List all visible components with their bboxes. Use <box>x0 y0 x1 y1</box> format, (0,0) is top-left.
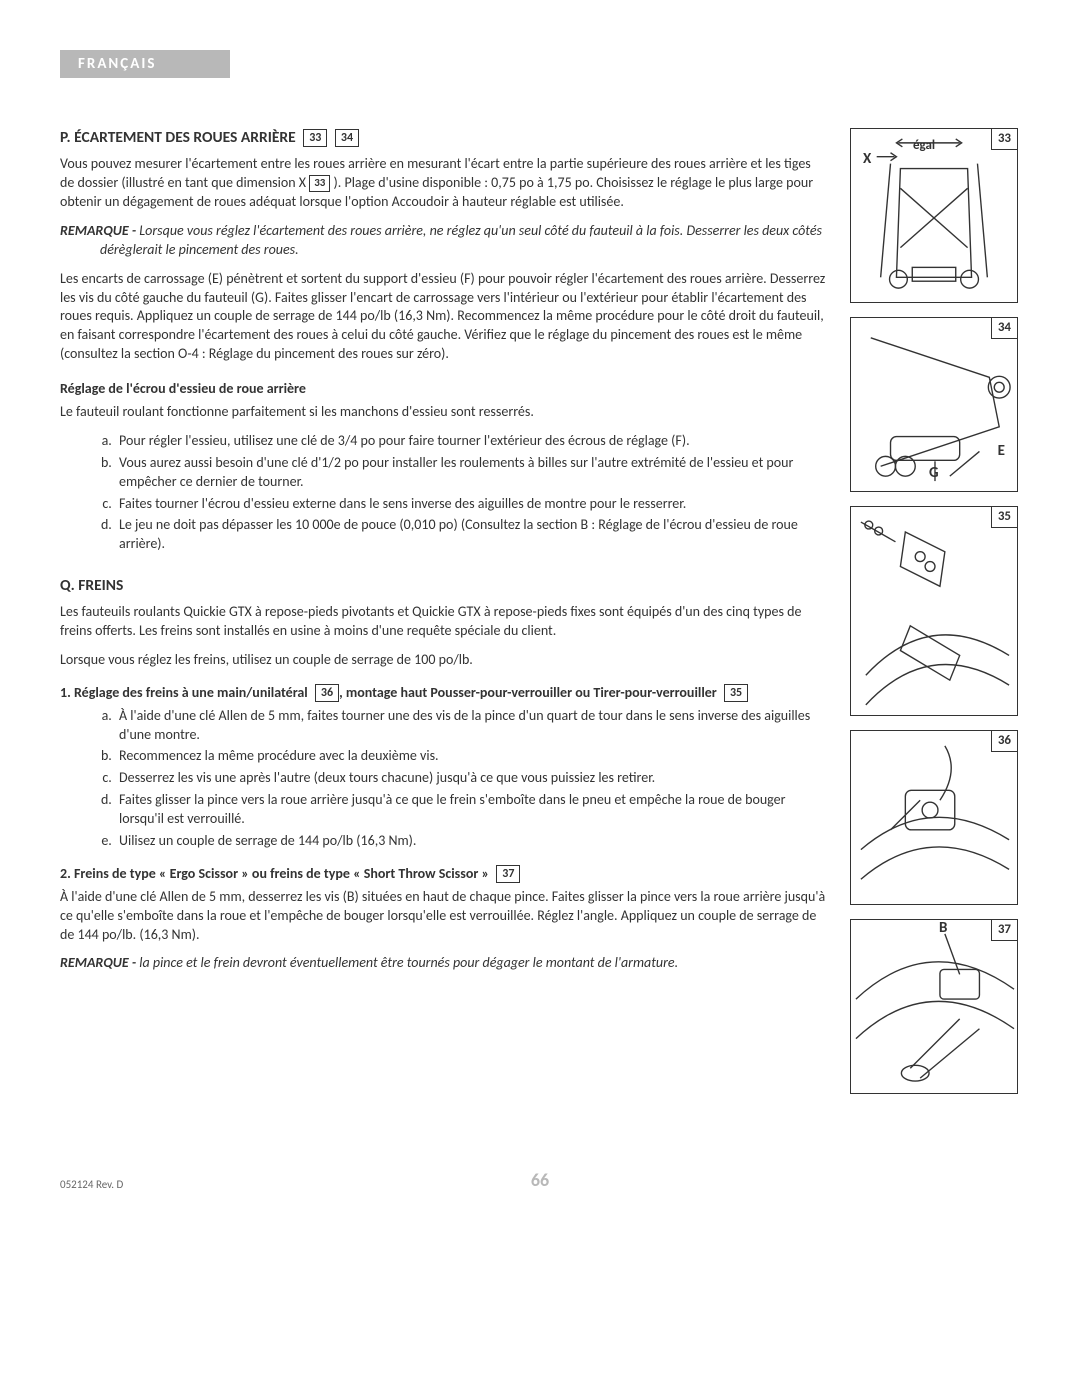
scissor-brake-icon <box>851 920 1017 1093</box>
q-sub1-list: À l'aide d'une clé Allen de 5 mm, faites… <box>60 707 828 851</box>
list-item: Uilisez un couple de serrage de 144 po/l… <box>115 832 828 851</box>
page-footer: 052124 Rev. D 66 <box>60 1168 1020 1192</box>
fig-ref-37-icon: 37 <box>496 865 520 883</box>
sub1-list: Pour régler l'essieu, utilisez une clé d… <box>60 432 828 554</box>
inline-ref-33-icon: 33 <box>309 175 330 192</box>
fig-ref-35-icon: 35 <box>724 684 748 702</box>
fig-ref-34-icon: 34 <box>335 129 359 147</box>
sub1-intro: Le fauteuil roulant fonctionne parfaitem… <box>60 403 828 422</box>
p-para2: Les encarts de carrossage (E) pénètrent … <box>60 270 828 364</box>
list-item: Faites tourner l'écrou d'essieu externe … <box>115 495 828 514</box>
section-q-heading: Q. FREINS <box>60 576 828 597</box>
figure-35: 35 <box>850 506 1018 716</box>
q-para1: Les fauteuils roulants Quickie GTX à rep… <box>60 603 828 641</box>
p-remark1: REMARQUE - Lorsque vous réglez l'écartem… <box>60 222 828 260</box>
list-item: Recommencez la même procédure avec la de… <box>115 747 828 766</box>
main-text-column: P. ÉCARTEMENT DES ROUES ARRIÈRE 33 34 Vo… <box>60 128 828 1108</box>
remark-label: REMARQUE - <box>60 222 139 239</box>
fig-ref-33-icon: 33 <box>303 129 327 147</box>
list-item: Le jeu ne doit pas dépasser les 10 000e … <box>115 516 828 554</box>
list-item: Faites glisser la pince vers la roue arr… <box>115 791 828 829</box>
page-number: 66 <box>531 1168 549 1192</box>
list-item: À l'aide d'une clé Allen de 5 mm, faites… <box>115 707 828 745</box>
sub1-heading: Réglage de l'écrou d'essieu de roue arri… <box>60 380 828 399</box>
figure-33: 33 X égal <box>850 128 1018 303</box>
axle-bracket-icon <box>851 318 1017 491</box>
q-sub1-heading: 1. Réglage des freins à une main/unilaté… <box>60 684 828 703</box>
q-sub1-a: 1. Réglage des freins à une main/unilaté… <box>60 684 311 701</box>
q-sub1-b: , montage haut Pousser-pour-verrouiller … <box>339 684 720 701</box>
q-sub2-a: 2. Freins de type « Ergo Scissor » ou fr… <box>60 865 492 882</box>
section-p-heading: P. ÉCARTEMENT DES ROUES ARRIÈRE 33 34 <box>60 128 828 149</box>
remark-label: REMARQUE - <box>60 954 139 971</box>
q-sub2-para: À l'aide d'une clé Allen de 5 mm, desser… <box>60 888 828 945</box>
figure-36: 36 <box>850 730 1018 905</box>
brake-lever-icon <box>851 731 1017 904</box>
q-remark2: REMARQUE - la pince et le frein devront … <box>60 954 828 973</box>
section-p-title: P. ÉCARTEMENT DES ROUES ARRIÈRE <box>60 128 296 147</box>
list-item: Pour régler l'essieu, utilisez une clé d… <box>115 432 828 451</box>
revision-code: 052124 Rev. D <box>60 1178 531 1193</box>
q-sub2-heading: 2. Freins de type « Ergo Scissor » ou fr… <box>60 865 828 884</box>
wheelchair-top-icon <box>851 129 1017 302</box>
remark-text: la pince et le frein devront éventuellem… <box>139 954 678 971</box>
list-item: Desserrez les vis une après l'autre (deu… <box>115 769 828 788</box>
figure-column: 33 X égal 34 E G <box>850 128 1020 1108</box>
remark-text: Lorsque vous réglez l'écartement des rou… <box>100 222 822 258</box>
list-item: Vous aurez aussi besoin d'une clé d'1/2 … <box>115 454 828 492</box>
q-para2: Lorsque vous réglez les freins, utilisez… <box>60 651 828 670</box>
brake-clamp-icon <box>851 507 1017 715</box>
fig-ref-36-icon: 36 <box>315 684 339 702</box>
p-para1: Vous pouvez mesurer l'écartement entre l… <box>60 155 828 212</box>
figure-37: 37 B <box>850 919 1018 1094</box>
language-banner: FRANÇAIS <box>60 50 230 78</box>
figure-34: 34 E G <box>850 317 1018 492</box>
